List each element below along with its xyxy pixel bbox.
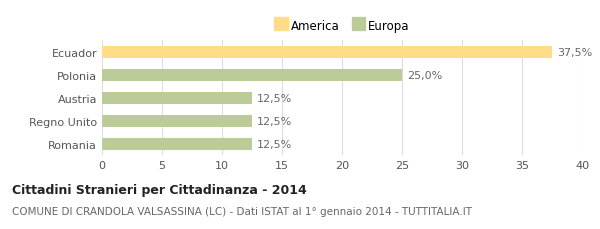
Text: 37,5%: 37,5% — [557, 48, 592, 58]
Text: Cittadini Stranieri per Cittadinanza - 2014: Cittadini Stranieri per Cittadinanza - 2… — [12, 183, 307, 196]
Bar — [102, 138, 252, 150]
Bar — [102, 69, 402, 82]
Bar — [102, 46, 552, 59]
Text: 25,0%: 25,0% — [407, 71, 442, 81]
Text: COMUNE DI CRANDOLA VALSASSINA (LC) - Dati ISTAT al 1° gennaio 2014 - TUTTITALIA.: COMUNE DI CRANDOLA VALSASSINA (LC) - Dat… — [12, 206, 472, 216]
Bar — [102, 92, 252, 105]
Text: 12,5%: 12,5% — [257, 116, 292, 126]
Bar — [102, 115, 252, 128]
Text: 12,5%: 12,5% — [257, 139, 292, 149]
Legend: America, Europa: America, Europa — [274, 20, 410, 33]
Text: 12,5%: 12,5% — [257, 93, 292, 104]
